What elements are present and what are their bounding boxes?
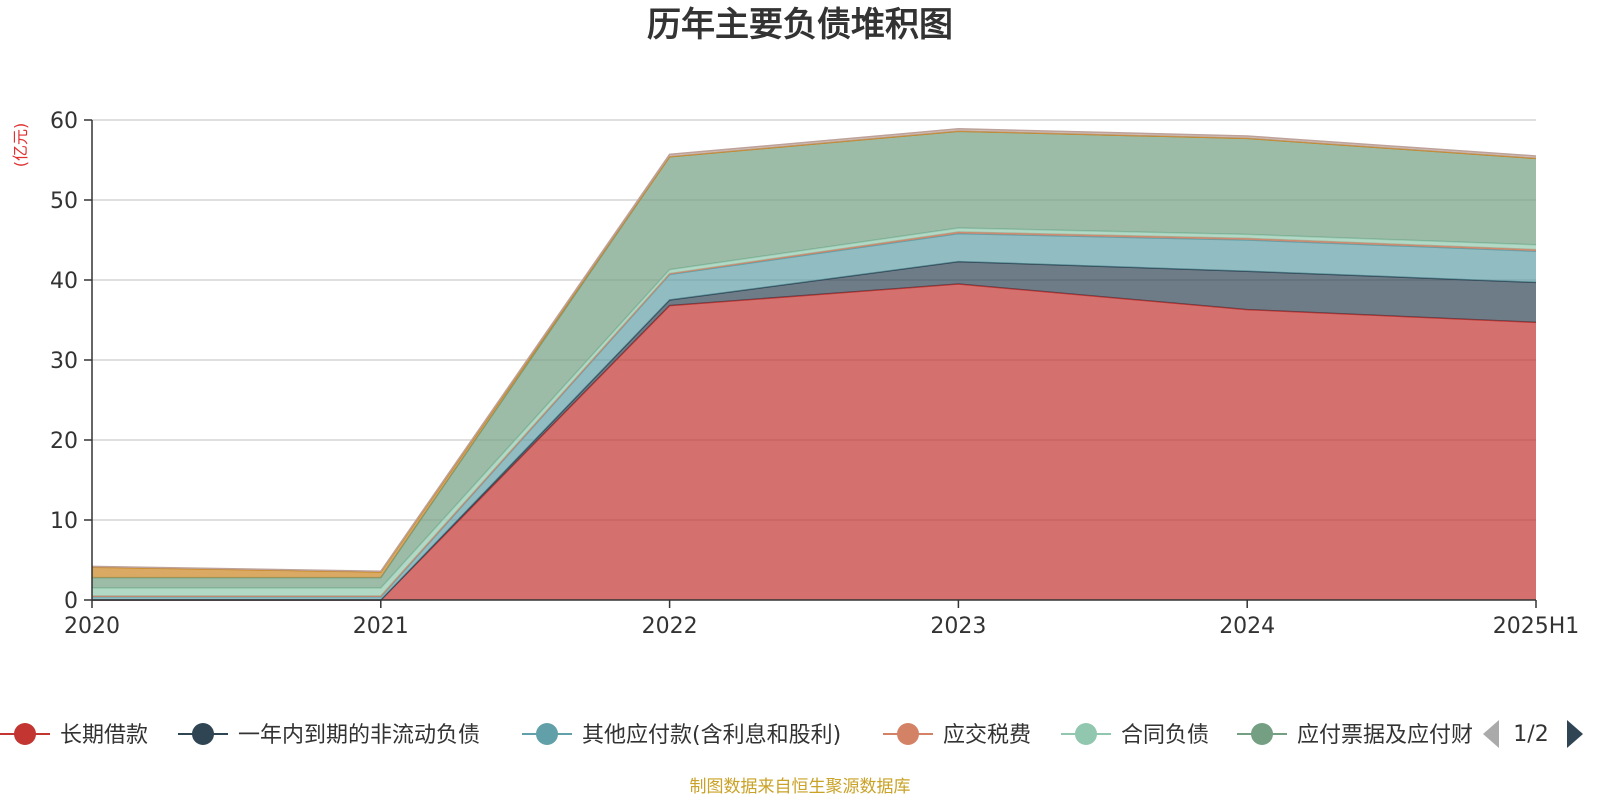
y-unit-label: (亿元) xyxy=(11,123,30,168)
legend-item[interactable]: 一年内到期的非流动负债 xyxy=(178,723,480,748)
area-series-5 xyxy=(92,131,1536,588)
area-series-0 xyxy=(92,284,1536,600)
legend-next-icon[interactable] xyxy=(1567,720,1583,748)
x-tick-label: 2022 xyxy=(642,614,698,639)
area-series-line-7 xyxy=(91,128,1537,572)
y-tick-label: 20 xyxy=(50,429,78,454)
legend-marker-icon xyxy=(14,723,36,745)
legend-item[interactable]: 长期借款 xyxy=(0,723,148,748)
legend-label: 应付票据及应付财 xyxy=(1297,723,1473,748)
legend-item[interactable]: 合同负债 xyxy=(1061,723,1209,748)
legend-marker-icon xyxy=(897,723,919,745)
legend-item[interactable]: 其他应付款(含利息和股利) xyxy=(522,723,841,748)
legend-prev-icon[interactable] xyxy=(1483,720,1499,748)
legend-item[interactable]: 应交税费 xyxy=(883,723,1031,748)
legend-label: 合同负债 xyxy=(1121,723,1209,748)
area-series-2 xyxy=(92,233,1536,600)
y-tick-label: 40 xyxy=(50,269,78,294)
y-tick-label: 50 xyxy=(50,189,78,214)
x-tick-label: 2021 xyxy=(353,614,409,639)
area-series-1 xyxy=(92,261,1536,600)
x-tick-label: 2023 xyxy=(930,614,986,639)
y-tick-label: 0 xyxy=(64,589,78,614)
y-tick-label: 30 xyxy=(50,349,78,374)
legend-pager: 1/2 xyxy=(1483,720,1583,748)
axes: 0 10 20 30 40 50 60 2020 2021 2022 2023 2024 2025H1 xyxy=(50,109,1579,639)
data-source-note: 制图数据来自恒生聚源数据库 xyxy=(690,777,911,797)
legend-marker-icon xyxy=(536,723,558,745)
legend-page-indicator: 1/2 xyxy=(1513,722,1548,747)
x-tick-label: 2020 xyxy=(64,614,120,639)
legend-item[interactable]: 应付票据及应付财 xyxy=(1237,723,1473,748)
area-series-group xyxy=(91,128,1537,601)
legend-marker-icon xyxy=(192,723,214,745)
x-tick-label: 2025H1 xyxy=(1493,614,1580,639)
legend-marker-icon xyxy=(1251,723,1273,745)
legend-label: 长期借款 xyxy=(60,723,148,748)
chart-title: 历年主要负债堆积图 xyxy=(647,5,953,45)
legend-label: 一年内到期的非流动负债 xyxy=(238,723,480,748)
legend: 长期借款 一年内到期的非流动负债 其他应付款(含利息和股利) 应交税费 合同负债 应付票据… xyxy=(0,723,1473,748)
x-tick-label: 2024 xyxy=(1219,614,1275,639)
legend-label: 其他应付款(含利息和股利) xyxy=(582,723,841,748)
y-tick-label: 60 xyxy=(50,109,78,134)
legend-marker-icon xyxy=(1075,723,1097,745)
legend-label: 应交税费 xyxy=(943,723,1031,748)
y-tick-label: 10 xyxy=(50,509,78,534)
